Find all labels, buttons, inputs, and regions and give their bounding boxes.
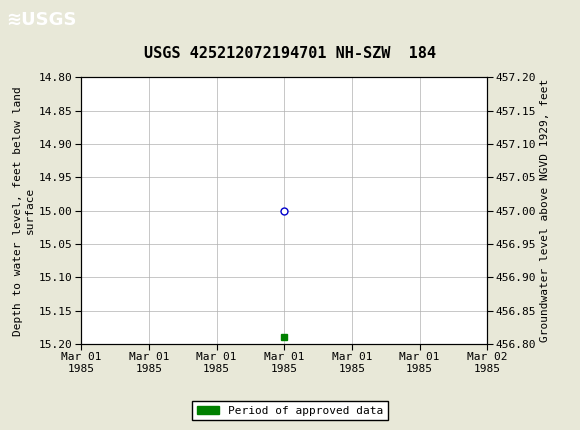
Legend: Period of approved data: Period of approved data [193, 401, 387, 420]
Y-axis label: Depth to water level, feet below land
surface: Depth to water level, feet below land su… [13, 86, 35, 335]
Text: ≋USGS: ≋USGS [6, 10, 77, 28]
Y-axis label: Groundwater level above NGVD 1929, feet: Groundwater level above NGVD 1929, feet [540, 79, 550, 342]
Text: USGS 425212072194701 NH-SZW  184: USGS 425212072194701 NH-SZW 184 [144, 46, 436, 61]
